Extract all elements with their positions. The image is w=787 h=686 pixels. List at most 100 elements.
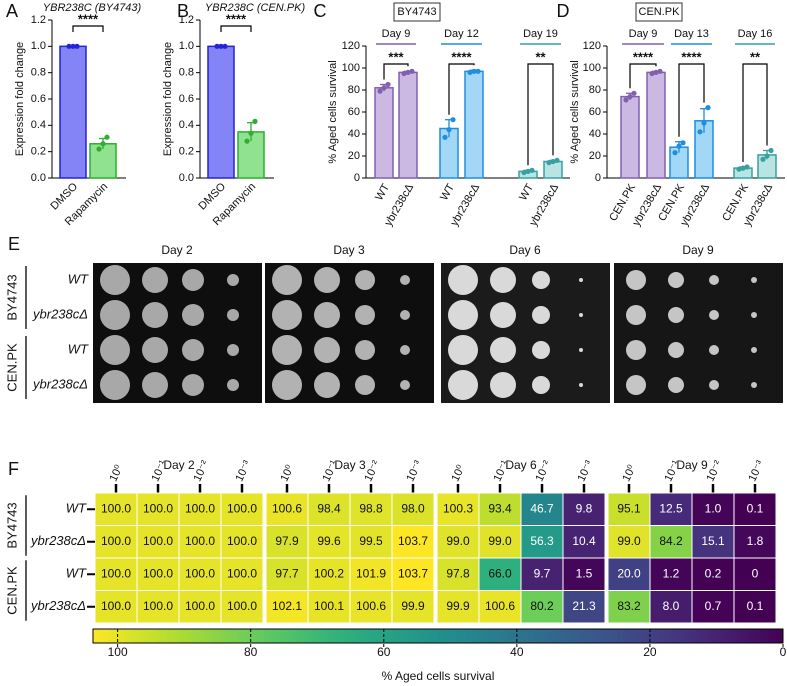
panel-letter: F (8, 459, 19, 479)
colony-spot (272, 300, 302, 330)
data-point (222, 43, 228, 49)
heatmap-cell (220, 492, 264, 526)
colony-spot (400, 310, 410, 320)
group-label: Day 19 (523, 28, 558, 40)
cell-label: 100.0 (101, 599, 131, 613)
cell-label: 99.9 (446, 599, 470, 613)
heatmap-cell (562, 590, 606, 624)
data-point (446, 127, 452, 133)
colony-spot (272, 370, 302, 400)
cell-label: 100.0 (143, 501, 173, 515)
colony-spot (490, 337, 516, 363)
y-tick-label: 80 (589, 84, 601, 96)
cell-label: 100.0 (143, 534, 173, 548)
cell-label: 100.0 (101, 534, 131, 548)
significance-bracket (383, 63, 409, 80)
colony-spot (272, 335, 302, 365)
cell-label: 100.0 (185, 534, 215, 548)
colony-spot (448, 265, 478, 295)
data-point (653, 69, 659, 75)
row-label: WT (68, 271, 89, 286)
row-group-label: CEN.PK (4, 343, 19, 392)
colony-spot (314, 302, 340, 328)
y-tick-label: 1.0 (179, 40, 194, 52)
y-axis-label: % Aged cells survival (327, 60, 339, 163)
column-label: Day 2 (163, 458, 195, 472)
column-label: Day 2 (161, 243, 193, 257)
cell-label: 100.6 (356, 599, 386, 613)
data-point (680, 140, 686, 146)
colony-spot (355, 375, 375, 395)
cell-label: 1.2 (663, 566, 680, 580)
cell-label: 97.7 (275, 566, 299, 580)
cell-label: 98.4 (317, 501, 341, 515)
colony-spot (448, 335, 478, 365)
cell-label: 95.1 (617, 501, 641, 515)
colony-spot (142, 337, 168, 363)
y-tick-label: 0.4 (31, 119, 46, 131)
panel-letter: D (557, 1, 570, 21)
row-label: WT (68, 341, 89, 356)
data-point (697, 129, 703, 135)
chart-title: YBR238C (BY4743) (43, 2, 142, 14)
significance-label: **** (78, 11, 99, 26)
data-point (385, 81, 391, 88)
heatmap-cell (265, 525, 309, 559)
colony-spot (182, 374, 204, 396)
cell-label: 46.7 (530, 501, 554, 515)
group-label: Day 9 (629, 28, 658, 40)
significance-bracket (742, 63, 768, 162)
y-tick-label: 20 (589, 150, 601, 162)
column-label: Day 6 (505, 458, 537, 472)
column-label: Day 9 (676, 458, 708, 472)
colony-spot (709, 345, 719, 355)
heatmap-cell (391, 590, 435, 624)
colony-spot (532, 306, 550, 324)
colony-spot (142, 267, 168, 293)
y-tick-label: 0.4 (179, 119, 194, 131)
cell-label: 99.6 (317, 534, 341, 548)
panel-letter: A (6, 1, 18, 21)
heatmap-cell (349, 590, 393, 624)
heatmap-cell (436, 590, 480, 624)
data-point (467, 69, 473, 75)
significance-bracket (678, 63, 705, 137)
heatmap-cell (649, 492, 693, 526)
data-point (550, 158, 556, 165)
data-point (381, 85, 387, 91)
cell-label: 56.3 (530, 534, 554, 548)
heatmap-cell (94, 590, 138, 624)
data-point (701, 120, 707, 126)
data-point (736, 166, 742, 172)
cell-label: 15.1 (701, 534, 725, 548)
heatmap-cell (436, 492, 480, 526)
cell-label: 1.0 (705, 501, 722, 515)
cell-label: 1.5 (576, 566, 593, 580)
row-group-label: BY4743 (4, 274, 19, 320)
data-point (705, 105, 711, 111)
colony-spot (709, 380, 719, 390)
y-tick-label: 40 (348, 128, 360, 140)
dilution-label: 10⁻³ (575, 458, 595, 483)
dilution-label: 10⁻³ (746, 458, 766, 483)
colony-spot (182, 269, 204, 291)
heatmap-cell (733, 590, 777, 624)
y-tick-label: 1.0 (31, 40, 46, 52)
heatmap-cell (307, 525, 351, 559)
y-tick-label: 0.0 (31, 172, 46, 184)
y-tick-label: 100 (583, 62, 601, 74)
colony-spot (579, 348, 583, 352)
heatmap-cell (178, 492, 222, 526)
colony-spot (314, 337, 340, 363)
y-tick-label: 100 (342, 62, 360, 74)
y-axis-label: % Aged cells survival (569, 60, 581, 163)
row-label: ybr238cΔ (32, 376, 88, 391)
y-tick-label: 0.8 (179, 67, 194, 79)
colony-spot (668, 377, 684, 393)
y-tick-label: 20 (348, 150, 360, 162)
data-point (744, 164, 750, 170)
dilution-label: 10⁻³ (233, 458, 253, 483)
colony-spot (626, 270, 646, 290)
bar (59, 45, 87, 179)
colony-spot (100, 265, 130, 295)
